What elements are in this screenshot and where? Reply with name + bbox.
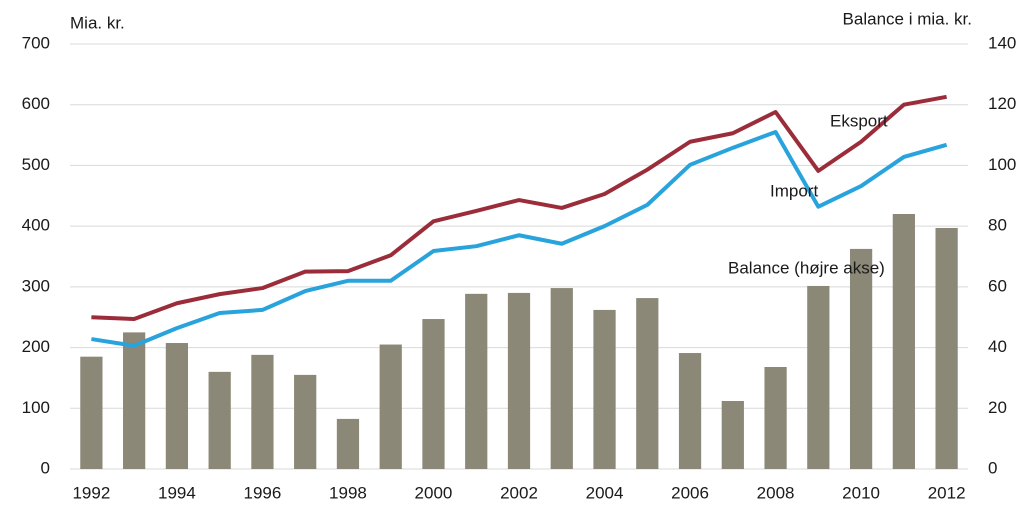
- x-tick-label: 1994: [158, 483, 196, 502]
- bar: [251, 354, 274, 469]
- bar: [422, 319, 445, 469]
- x-tick-label: 2006: [671, 483, 709, 502]
- bar: [80, 356, 103, 469]
- y-tick-label: 600: [22, 94, 50, 113]
- x-tick-label: 2012: [928, 483, 966, 502]
- x-tick-label: 1996: [244, 483, 282, 502]
- y2-tick-label: 20: [988, 398, 1007, 417]
- series-label: Eksport: [830, 111, 888, 130]
- y2-tick-label: 140: [988, 33, 1016, 52]
- bar: [593, 309, 616, 469]
- x-tick-label: 1992: [72, 483, 110, 502]
- x-tick-label: 2008: [757, 483, 795, 502]
- x-tick-label: 2010: [842, 483, 880, 502]
- bar: [721, 401, 744, 469]
- bar: [807, 285, 830, 469]
- bar: [636, 298, 659, 469]
- bar: [465, 293, 488, 469]
- y-tick-label: 400: [22, 216, 50, 235]
- y-tick-label: 200: [22, 337, 50, 356]
- y-tick-label: 700: [22, 33, 50, 52]
- y2-tick-label: 100: [988, 155, 1016, 174]
- x-tick-label: 1998: [329, 483, 367, 502]
- y-tick-label: 100: [22, 398, 50, 417]
- y-tick-label: 500: [22, 155, 50, 174]
- line: [91, 94, 947, 322]
- bar: [892, 214, 915, 469]
- x-tick-label: 2004: [586, 483, 624, 502]
- y2-axis-label: Balance i mia. kr.: [843, 9, 972, 28]
- y2-tick-label: 40: [988, 337, 1007, 356]
- bar: [208, 371, 231, 469]
- bar: [678, 353, 702, 469]
- y2-tick-label: 120: [988, 94, 1016, 113]
- bar: [165, 343, 189, 469]
- bar: [336, 418, 360, 469]
- y-tick-label: 300: [22, 276, 50, 295]
- y-axis-label: Mia. kr.: [70, 13, 125, 32]
- x-tick-label: 2000: [415, 483, 453, 502]
- series-label: Import: [770, 181, 818, 200]
- x-tick-label: 2002: [500, 483, 538, 502]
- bar: [294, 374, 317, 469]
- bar: [764, 367, 787, 469]
- y2-tick-label: 80: [988, 216, 1007, 235]
- y-tick-label: 0: [41, 458, 50, 477]
- bar: [550, 288, 573, 469]
- bar: [507, 292, 531, 469]
- y2-tick-label: 60: [988, 276, 1007, 295]
- series-label: Balance (højre akse): [728, 258, 885, 277]
- y2-tick-label: 0: [988, 458, 997, 477]
- bar: [935, 227, 958, 469]
- bar: [379, 344, 402, 469]
- bar: [849, 248, 873, 469]
- line: [91, 130, 948, 348]
- bar: [123, 332, 146, 469]
